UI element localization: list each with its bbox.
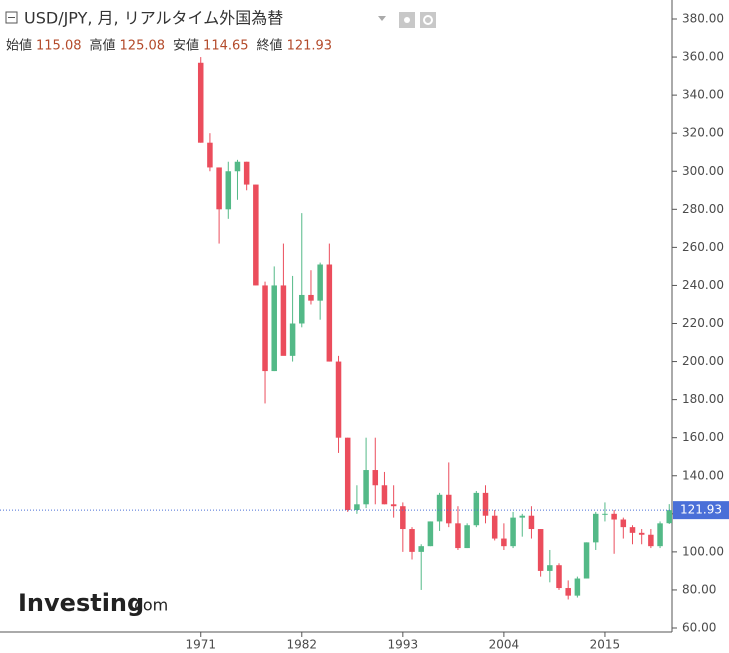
candle-body xyxy=(519,515,526,518)
gear-icon xyxy=(423,15,433,25)
candle-body xyxy=(620,519,627,528)
y-tick-label: 380.00 xyxy=(682,12,724,26)
last-price-box xyxy=(673,501,729,520)
y-tick-label: 220.00 xyxy=(682,316,724,330)
x-tick-label: 1982 xyxy=(287,638,318,652)
candle-body xyxy=(409,529,415,552)
candle-body xyxy=(574,578,581,596)
y-tick-label: 140.00 xyxy=(682,468,724,482)
candle-body xyxy=(317,264,323,301)
candle-body xyxy=(657,523,663,547)
y-tick-label: 340.00 xyxy=(682,88,724,102)
ohlc-value: 115.08 xyxy=(36,39,82,54)
candle-body xyxy=(289,323,296,356)
logo-suffix: .com xyxy=(129,596,168,615)
candle-body xyxy=(363,470,369,505)
candle-body xyxy=(611,513,617,520)
candle-body xyxy=(565,588,571,596)
candle-body xyxy=(473,492,480,526)
y-tick-label: 260.00 xyxy=(682,240,724,254)
candle-body xyxy=(381,485,388,505)
x-tick-label: 2015 xyxy=(590,638,621,652)
candle-body xyxy=(510,517,516,547)
y-tick-label: 80.00 xyxy=(682,582,716,596)
x-tick-label: 1971 xyxy=(185,638,216,652)
candle-body xyxy=(262,285,268,372)
y-tick-label: 100.00 xyxy=(682,544,724,558)
chart-title: USD/JPY, 月, リアルタイム外国為替 xyxy=(24,9,283,28)
candle-body xyxy=(354,504,360,511)
candle-body xyxy=(400,506,406,530)
candle-body xyxy=(344,437,351,511)
candle-body xyxy=(299,294,305,324)
candle-body xyxy=(271,285,277,372)
ohlc-value: 121.93 xyxy=(287,39,333,54)
candle-body xyxy=(602,513,608,515)
candle-body xyxy=(455,523,461,549)
candle-body xyxy=(501,538,507,547)
candle-body xyxy=(629,527,636,533)
candle-body xyxy=(464,525,470,549)
candle-body xyxy=(253,184,259,286)
candle-body xyxy=(225,171,232,210)
candle-body xyxy=(280,285,287,356)
ohlc-label: 安値 xyxy=(173,38,199,54)
y-tick-label: 160.00 xyxy=(682,430,724,444)
candle-body xyxy=(491,515,498,539)
candle-body xyxy=(638,532,645,535)
candle-body xyxy=(207,142,213,168)
candle-body xyxy=(592,513,599,543)
y-tick-label: 360.00 xyxy=(682,50,724,64)
candle-body xyxy=(547,565,553,571)
candle-body xyxy=(326,264,333,362)
ohlc-label: 高値 xyxy=(90,38,116,54)
candle-body xyxy=(528,515,535,530)
eye-icon xyxy=(404,17,410,23)
ohlc-value: 114.65 xyxy=(203,39,249,54)
candle-body xyxy=(556,565,562,589)
candle-body xyxy=(436,494,443,522)
candle-body xyxy=(308,294,314,301)
y-tick-label: 300.00 xyxy=(682,164,724,178)
ohlc-label: 始値 xyxy=(6,38,32,54)
candle-body xyxy=(372,470,379,486)
candle-body xyxy=(243,161,250,185)
y-tick-label: 320.00 xyxy=(682,126,724,140)
dropdown-arrow[interactable] xyxy=(378,16,386,21)
candle-body xyxy=(648,534,654,547)
candle-body xyxy=(418,546,424,552)
candle-body xyxy=(537,529,544,571)
candle-body xyxy=(197,62,204,143)
candle-body xyxy=(390,504,397,507)
y-tick-label: 280.00 xyxy=(682,202,724,216)
ohlc-label: 終値 xyxy=(257,38,283,54)
settings-button[interactable] xyxy=(420,12,436,28)
y-tick-label: 240.00 xyxy=(682,278,724,292)
ohlc-value: 125.08 xyxy=(120,39,166,54)
y-tick-label: 180.00 xyxy=(682,392,724,406)
candle-body xyxy=(666,510,672,524)
candle-body xyxy=(216,167,222,210)
candle-body xyxy=(427,521,434,547)
last-price-label: 121.93 xyxy=(680,503,722,517)
logo-brand: Investing xyxy=(18,589,144,617)
x-tick-label: 2004 xyxy=(489,638,520,652)
candle-body xyxy=(482,492,489,516)
y-tick-label: 60.00 xyxy=(682,621,716,635)
candle-body xyxy=(335,361,342,438)
candle-body xyxy=(583,542,590,579)
x-tick-label: 1993 xyxy=(388,638,419,652)
candle-body xyxy=(446,494,452,524)
collapse-icon[interactable] xyxy=(5,11,18,24)
y-tick-label: 200.00 xyxy=(682,354,724,368)
candle-body xyxy=(234,161,241,172)
